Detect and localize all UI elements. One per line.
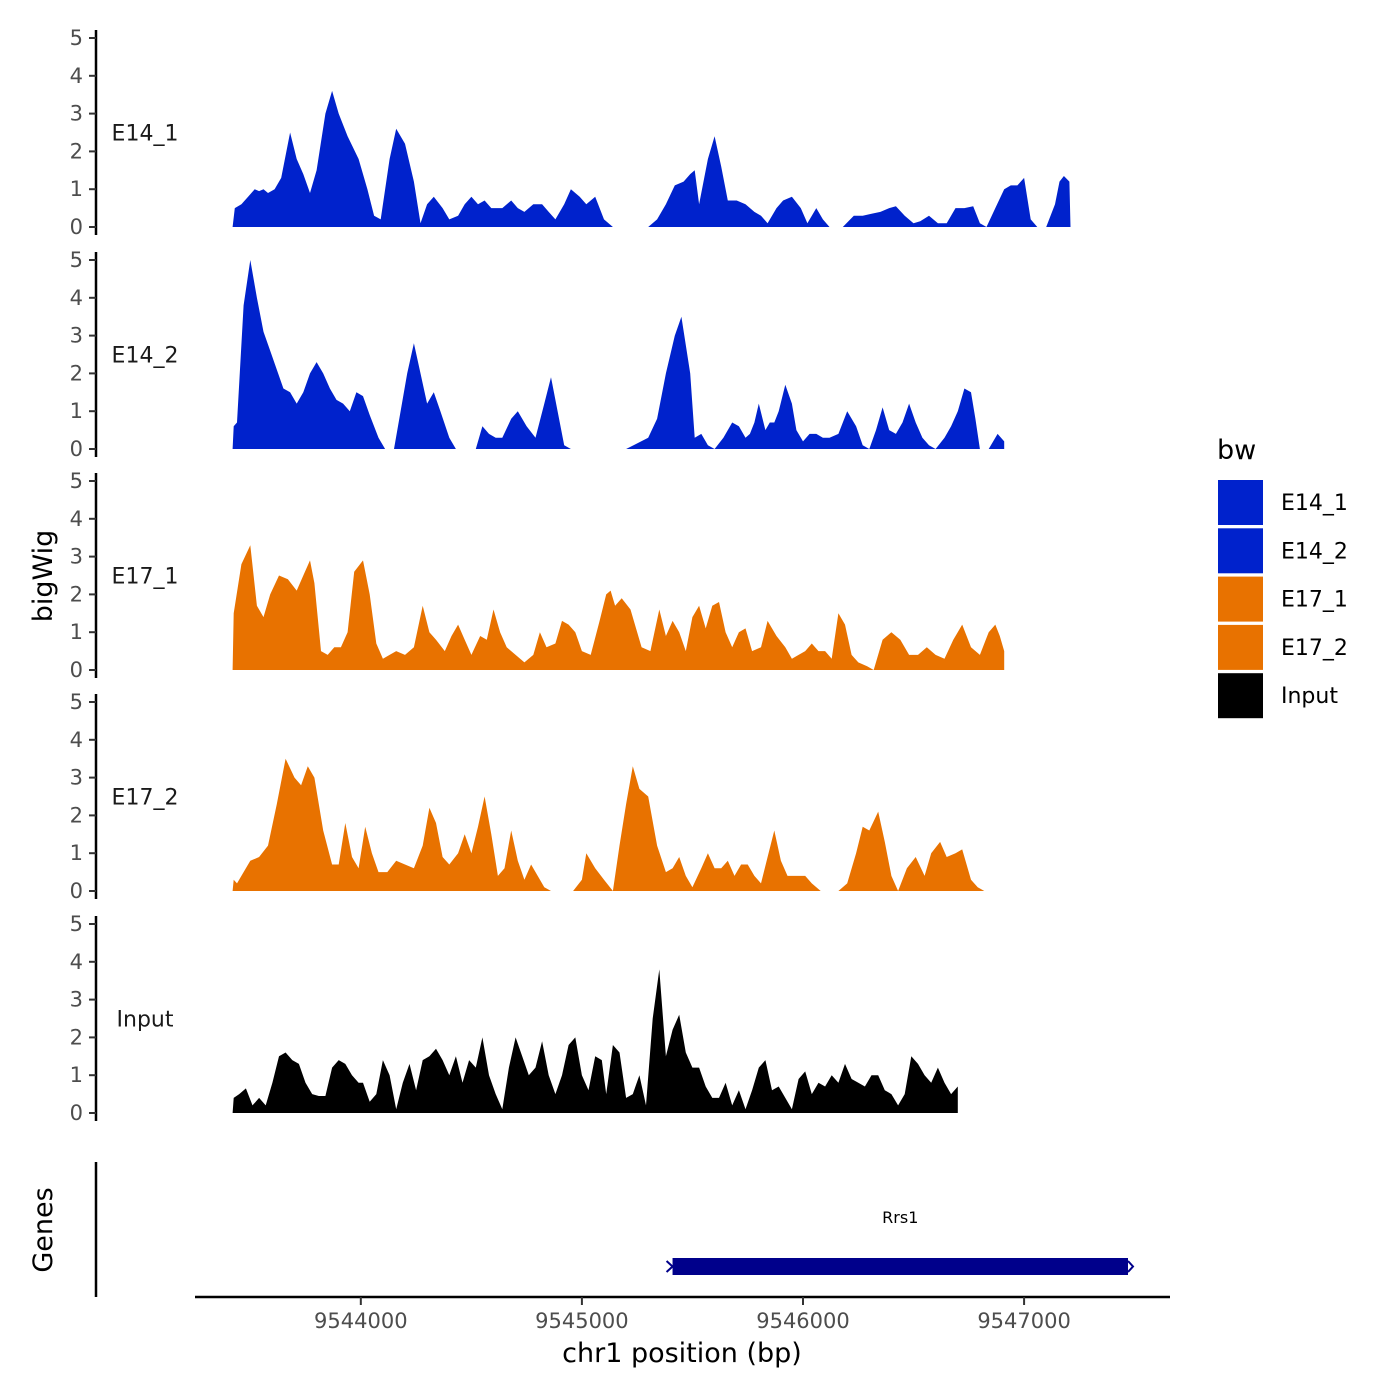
legend: bw E14_1 E14_2 E17_1 E17_2 Input: [1217, 435, 1348, 719]
y-tick-label: 4: [70, 286, 83, 310]
y-tick-label: 3: [70, 988, 83, 1012]
gene-label: Rrs1: [882, 1208, 918, 1227]
gene-body: [672, 1258, 1128, 1275]
y-tick-label: 2: [70, 139, 83, 163]
y-tick-label: 5: [70, 912, 83, 936]
y-tick-label: 3: [70, 766, 83, 790]
x-tick-label: 9547000: [977, 1309, 1071, 1333]
track-e17-2: 0 1 2 3 4 5 E17_2: [70, 690, 985, 903]
legend-swatch: [1218, 624, 1263, 670]
y-tick-label: 2: [70, 803, 83, 827]
legend-swatch: [1218, 528, 1263, 574]
signal-area-input: [232, 969, 958, 1113]
signal-area-e14-1: [232, 90, 1071, 228]
y-tick-label: 1: [70, 399, 83, 423]
y-tick-label: 0: [70, 1101, 83, 1125]
y-tick-label: 0: [70, 879, 83, 903]
y-tick-label: 0: [70, 215, 83, 239]
tracks-group: 0 1 2 3 4 5 E14_1 0 1 2 3 4 5 E14_2 0 1 2 3 4 5 E17_1 0 1 2 3 4 5 E…: [70, 26, 1071, 1125]
y-tick-label: 0: [70, 437, 83, 461]
y-tick-label: 2: [70, 582, 83, 606]
track-label: E14_1: [112, 122, 179, 147]
signal-area-e14-2: [232, 260, 1005, 449]
x-tick-label: 9546000: [756, 1309, 850, 1333]
track-label: E17_1: [112, 565, 179, 590]
y-tick-label: 4: [70, 507, 83, 531]
y-tick-label: 3: [70, 324, 83, 348]
track-e17-1: 0 1 2 3 4 5 E17_1: [70, 469, 1005, 682]
y-tick-label: 4: [70, 64, 83, 88]
legend-swatch: [1218, 673, 1263, 719]
y-tick-label: 5: [70, 690, 83, 714]
x-tick-label: 9545000: [535, 1309, 629, 1333]
legend-label: E14_1: [1281, 491, 1348, 516]
track-input: 0 1 2 3 4 5 Input: [70, 912, 958, 1125]
legend-label: E17_1: [1281, 588, 1348, 613]
y-tick-label: 2: [70, 361, 83, 385]
y-tick-label: 1: [70, 841, 83, 865]
y-tick-label: 3: [70, 102, 83, 126]
y-tick-label: 1: [70, 1063, 83, 1087]
y-tick-label: 4: [70, 950, 83, 974]
y-tick-label: 1: [70, 620, 83, 644]
gene-strand-arrow-start: [665, 1260, 675, 1273]
gene-marks: Rrs1: [665, 1208, 1135, 1275]
y-tick-label: 3: [70, 545, 83, 569]
legend-items: E14_1 E14_2 E17_1 E17_2 Input: [1218, 480, 1348, 719]
genes-panel: Genes Rrs1: [28, 1162, 1135, 1297]
legend-label: E14_2: [1281, 539, 1348, 564]
y-tick-label: 5: [70, 469, 83, 493]
track-label: E17_2: [112, 786, 179, 811]
legend-swatch: [1218, 480, 1263, 525]
signal-area-e17-2: [232, 758, 985, 891]
track-label: E14_2: [112, 344, 179, 369]
x-ticks: 9544000 9545000 9546000 9547000: [314, 1297, 1071, 1333]
legend-label: Input: [1281, 684, 1338, 709]
y-tick-label: 0: [70, 658, 83, 682]
signal-area-e17-1: [232, 545, 1005, 670]
track-label: Input: [117, 1008, 174, 1033]
y-tick-label: 5: [70, 26, 83, 50]
x-axis-title: chr1 position (bp): [562, 1338, 802, 1369]
y-tick-label: 5: [70, 248, 83, 272]
genes-axis-title: Genes: [28, 1187, 59, 1272]
gene-strand-arrow-end: [1127, 1260, 1135, 1273]
legend-label: E17_2: [1281, 636, 1348, 661]
y-tick-label: 4: [70, 728, 83, 752]
track-e14-1: 0 1 2 3 4 5 E14_1: [70, 26, 1071, 239]
legend-title: bw: [1217, 435, 1256, 466]
x-axis: 9544000 9545000 9546000 9547000 chr1 positi…: [195, 1295, 1170, 1369]
y-tick-label: 2: [70, 1025, 83, 1049]
track-e14-2: 0 1 2 3 4 5 E14_2: [70, 248, 1005, 461]
y-axis-title: bigWig: [28, 530, 59, 623]
y-tick-label: 1: [70, 177, 83, 201]
legend-swatch: [1218, 576, 1263, 622]
x-tick-label: 9544000: [314, 1309, 408, 1333]
